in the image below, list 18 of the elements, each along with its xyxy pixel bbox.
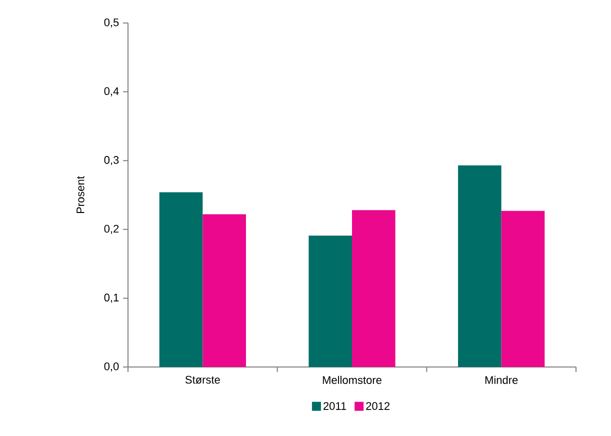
y-tick-label: 0,2 (104, 224, 119, 234)
y-axis-title: Prosent (76, 176, 84, 214)
y-tick-label: 0,1 (104, 294, 119, 303)
x-tick-label: Mindre (485, 376, 518, 384)
x-tick-label: Mellomstore (322, 376, 382, 384)
legend-label: 2012 (366, 402, 390, 410)
bar (159, 192, 203, 367)
y-tick-label: 0,5 (104, 18, 119, 28)
bar (501, 210, 545, 367)
bar (308, 236, 352, 367)
x-tick-label: Største (185, 376, 220, 384)
bar (458, 165, 502, 367)
y-tick-label: 0,3 (104, 156, 119, 166)
bar (202, 214, 246, 367)
legend-label: 2011 (323, 402, 346, 410)
y-tick-label: 0,4 (104, 87, 119, 96)
y-tick-label: 0,0 (104, 362, 119, 372)
bar (352, 210, 396, 367)
